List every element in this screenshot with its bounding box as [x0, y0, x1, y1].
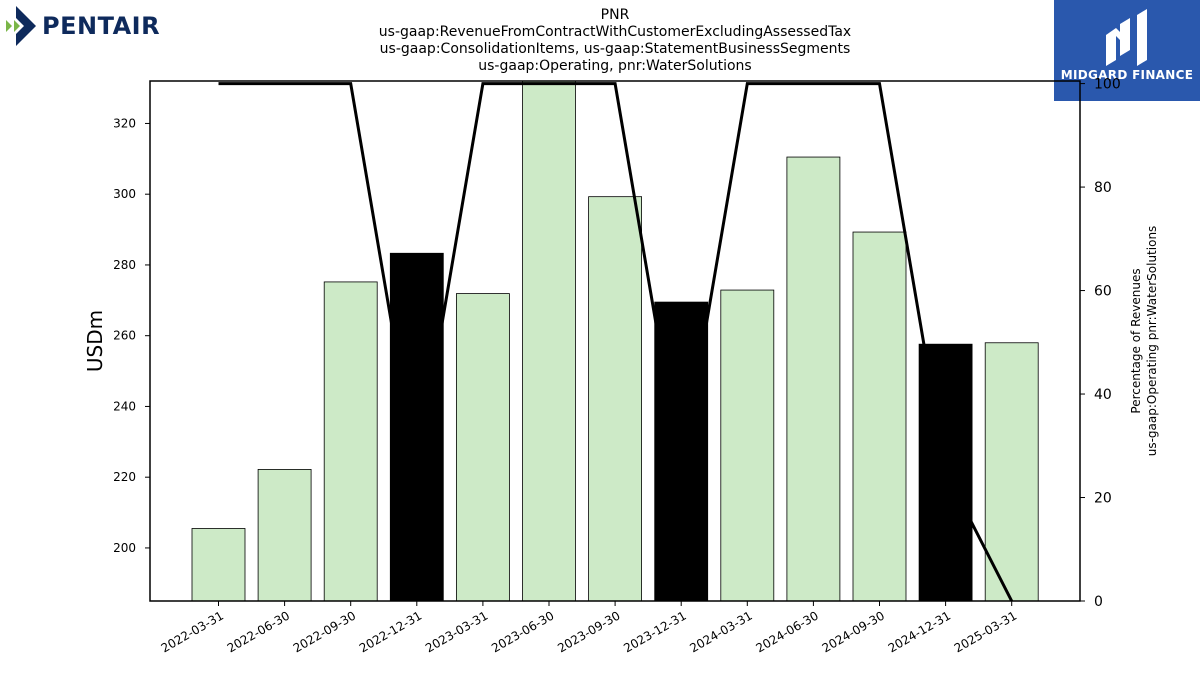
y2-tick-label: 60 — [1094, 284, 1112, 300]
x-tick-label: 2023-12-31 — [621, 608, 688, 655]
bar-2024-09-30 — [852, 231, 907, 601]
y2-tick-label: 40 — [1094, 387, 1112, 403]
y2-tick-label: 100 — [1094, 77, 1121, 93]
bar-2022-09-30 — [323, 281, 378, 601]
y2-tick-label: 20 — [1094, 491, 1112, 507]
bar-2024-03-31 — [720, 289, 775, 601]
midgard-wordmark: MIDGARD FINANCE — [1060, 68, 1194, 82]
x-tick-label: 2022-03-31 — [159, 608, 226, 655]
chart-title: PNR us-gaap:RevenueFromContractWithCusto… — [300, 7, 930, 75]
y-axis: 200 220 240 260 280 300 320 — [113, 116, 150, 555]
bars-layer — [191, 81, 1039, 601]
bar-2022-06-30 — [257, 469, 312, 601]
percentage-line-layer — [218, 82, 1014, 601]
x-tick-label: 2022-09-30 — [291, 608, 358, 655]
chart-title-line: us-gaap:RevenueFromContractWithCustomerE… — [378, 24, 852, 40]
x-tick-label: 2023-09-30 — [555, 608, 622, 655]
x-tick-label: 2023-03-31 — [423, 608, 490, 655]
x-tick-label: 2022-12-31 — [357, 608, 424, 655]
y-tick-label: 200 — [113, 541, 136, 555]
x-tick-label: 2024-12-31 — [886, 608, 953, 655]
y2-axis: 0 20 40 60 80 100 — [1080, 77, 1121, 610]
y2-axis-label: Percentage of Revenues — [1129, 268, 1143, 413]
y2-tick-label: 0 — [1094, 594, 1103, 610]
y2-axis-label: us-gaap:Operating pnr:WaterSolutions — [1145, 226, 1159, 457]
bar-2023-06-30 — [522, 81, 576, 601]
y-axis-label: USDm — [83, 310, 107, 372]
chart-title-line: us-gaap:Operating, pnr:WaterSolutions — [478, 58, 752, 74]
percentage-line — [218, 82, 1014, 601]
bar-2023-12-31 — [654, 301, 709, 601]
chart-title-line: us-gaap:ConsolidationItems, us-gaap:Stat… — [379, 41, 851, 57]
x-tick-label: 2024-09-30 — [820, 608, 887, 655]
bar-2022-12-31 — [389, 252, 444, 601]
y-tick-label: 240 — [113, 399, 136, 413]
x-tick-label: 2024-03-31 — [687, 608, 754, 655]
y-tick-label: 320 — [113, 116, 136, 130]
pentair-wordmark: PENTAIR — [42, 12, 161, 40]
x-tick-label: 2022-06-30 — [225, 608, 292, 655]
chart-title-line: PNR — [600, 7, 630, 23]
bar-2023-09-30 — [588, 196, 642, 601]
bar-2023-03-31 — [455, 293, 510, 601]
y-tick-label: 280 — [113, 258, 136, 272]
pentair-logo: PENTAIR — [4, 4, 174, 48]
x-tick-label: 2025-03-31 — [952, 608, 1019, 655]
midgard-logo-icon — [1106, 9, 1147, 66]
y2-tick-label: 80 — [1094, 180, 1112, 196]
y-tick-label: 300 — [113, 187, 136, 201]
x-axis: 2022-03-312022-06-302022-09-302022-12-31… — [159, 601, 1019, 655]
pentair-logo-icon — [6, 6, 36, 46]
bar-2025-03-31 — [984, 342, 1039, 601]
bar-2024-06-30 — [786, 156, 841, 601]
midgard-finance-logo: MIDGARD FINANCE — [1054, 0, 1200, 101]
y-tick-label: 220 — [113, 470, 136, 484]
x-tick-label: 2023-06-30 — [489, 608, 556, 655]
y-tick-label: 260 — [113, 329, 136, 343]
x-tick-label: 2024-06-30 — [753, 608, 820, 655]
bar-2022-03-31 — [191, 528, 246, 601]
